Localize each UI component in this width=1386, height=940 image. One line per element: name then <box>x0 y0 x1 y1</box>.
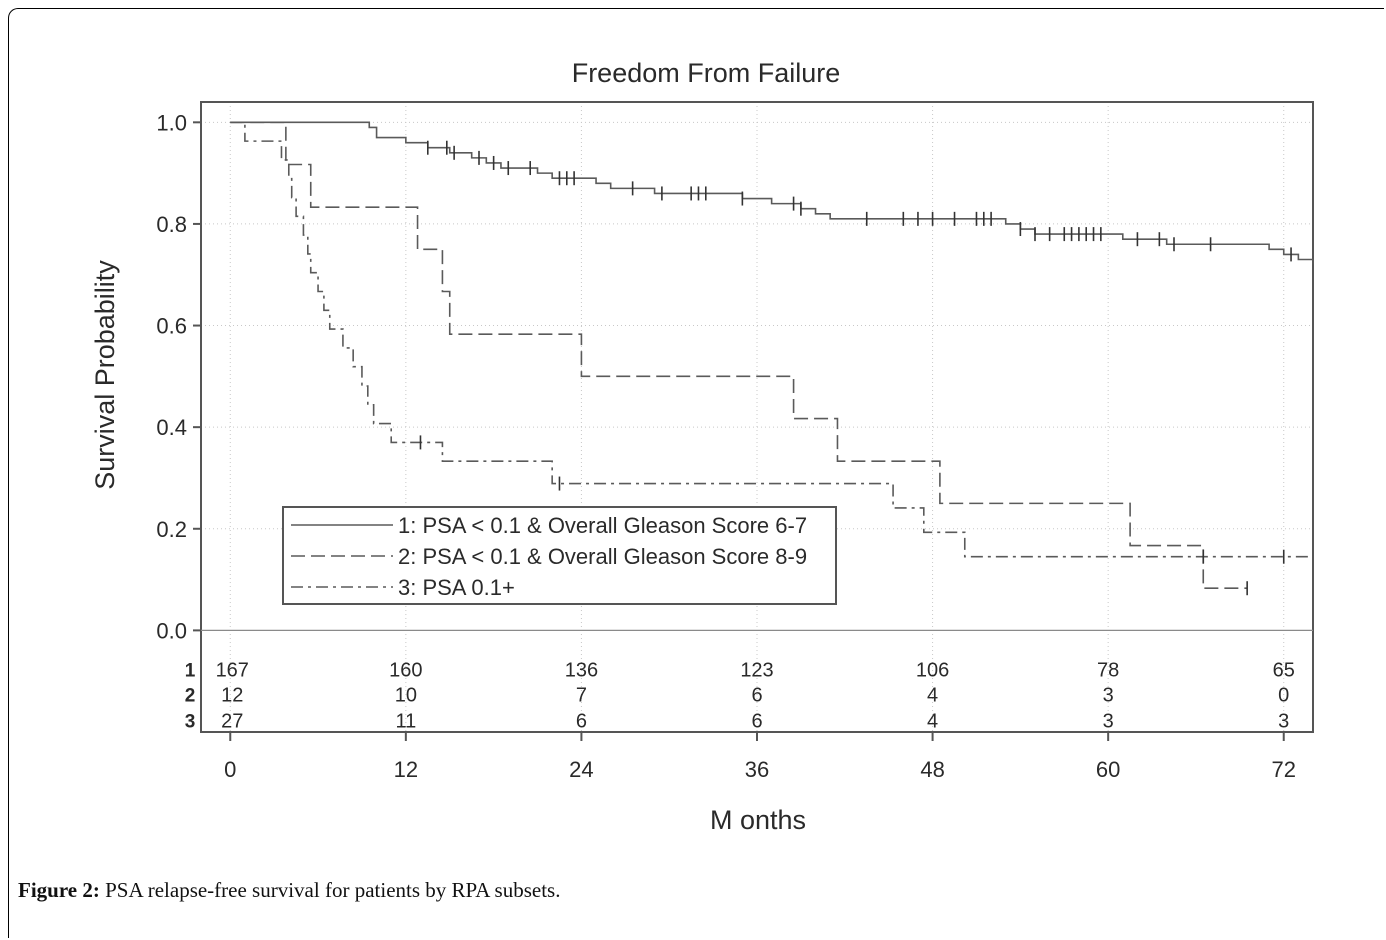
risk-count: 27 <box>221 710 243 732</box>
series-line-2 <box>230 121 1248 590</box>
y-tick-label: 0.8 <box>156 212 187 237</box>
risk-row-label: 3 <box>185 711 196 732</box>
risk-count: 160 <box>389 659 422 681</box>
y-tick-label: 0.0 <box>156 618 187 643</box>
risk-count: 167 <box>216 659 249 681</box>
legend: 1: PSA < 0.1 & Overall Gleason Score 6-7… <box>282 506 837 605</box>
x-axis-label: M onths <box>710 805 806 835</box>
figure-frame <box>8 8 1384 938</box>
x-tick-label: 60 <box>1096 757 1120 782</box>
y-tick-label: 0.4 <box>156 415 187 440</box>
risk-count: 65 <box>1273 659 1295 681</box>
chart-title: Freedom From Failure <box>572 58 841 88</box>
risk-row-label: 1 <box>185 660 196 681</box>
legend-label-2: 2: PSA < 0.1 & Overall Gleason Score 8-9 <box>398 544 807 569</box>
risk-count: 0 <box>1278 684 1289 706</box>
risk-count: 106 <box>916 659 949 681</box>
y-tick-label: 0.6 <box>156 314 187 339</box>
x-tick-label: 24 <box>569 757 593 782</box>
risk-count: 6 <box>576 710 587 732</box>
risk-count: 6 <box>751 710 762 732</box>
series-line-1 <box>230 121 1314 265</box>
gridlines <box>201 102 1313 732</box>
y-tick-label: 0.2 <box>156 517 187 542</box>
risk-count: 4 <box>927 684 938 706</box>
risk-count: 78 <box>1097 659 1119 681</box>
risk-count: 7 <box>576 684 587 706</box>
axes: 0.00.20.40.60.81.00 12 24 36 48 60 72 <box>156 101 1314 782</box>
risk-count: 136 <box>565 659 598 681</box>
y-tick-label: 1.0 <box>156 110 187 135</box>
risk-count: 10 <box>395 684 417 706</box>
figure-caption: Figure 2: PSA relapse-free survival for … <box>18 878 560 903</box>
x-tick-label: 72 <box>1271 757 1295 782</box>
x-tick-label: 36 <box>745 757 769 782</box>
km-chart: Freedom From Failure Survival Probabilit… <box>90 58 1314 835</box>
series-lines <box>230 121 1314 596</box>
figure-label: Figure 2: <box>18 878 100 902</box>
x-tick-label: 0 <box>224 757 236 782</box>
risk-count: 6 <box>751 684 762 706</box>
risk-row-label: 2 <box>185 685 196 706</box>
risk-table: 1 167 160 136 123 106 78 65 2 12 10 7 6 4 3 0 3 27 11 6 6 4 3 3 <box>185 659 1295 732</box>
risk-count: 3 <box>1278 710 1289 732</box>
risk-count: 4 <box>927 710 938 732</box>
legend-label-3: 3: PSA 0.1+ <box>398 575 515 600</box>
risk-count: 123 <box>740 659 773 681</box>
risk-count: 12 <box>221 684 243 706</box>
risk-count: 3 <box>1103 710 1114 732</box>
risk-count: 11 <box>395 710 416 732</box>
x-tick-label: 12 <box>394 757 418 782</box>
risk-count: 3 <box>1103 684 1114 706</box>
plot-frame <box>200 101 1314 733</box>
x-tick-label: 48 <box>920 757 944 782</box>
y-axis-label: Survival Probability <box>90 260 120 490</box>
figure-caption-text: PSA relapse-free survival for patients b… <box>105 878 561 902</box>
series-line-3 <box>230 121 1313 558</box>
legend-label-1: 1: PSA < 0.1 & Overall Gleason Score 6-7 <box>398 513 807 538</box>
